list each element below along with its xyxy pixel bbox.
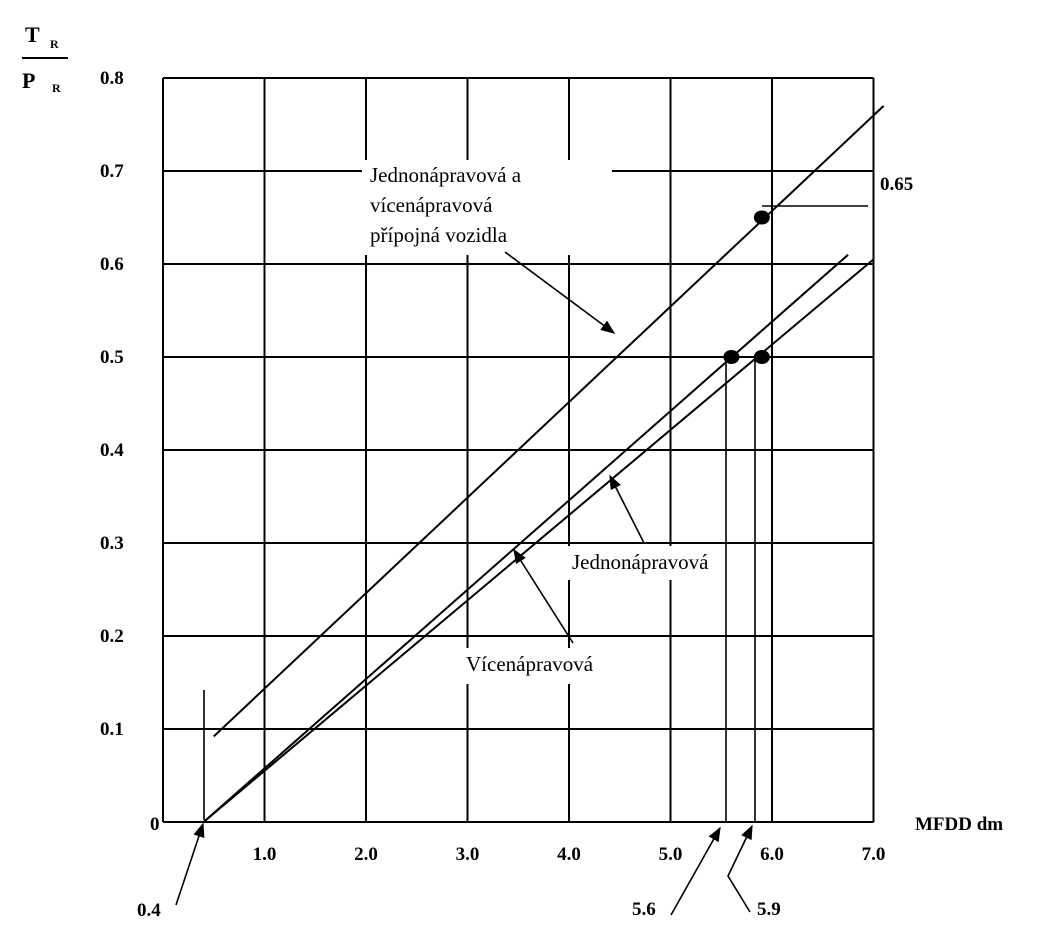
annotation-065-label: 0.65 [880, 174, 913, 195]
y-tick-label: 0.8 [100, 68, 124, 89]
x-axis-label: MFDD dm [915, 814, 1003, 835]
y-tick-label: 0.6 [100, 254, 124, 275]
annotation-trailers-bg [362, 160, 612, 255]
y-label-top: T [25, 22, 40, 47]
y-tick-label: 0.3 [100, 533, 124, 554]
series-line-1 [213, 105, 885, 738]
data-markers [723, 210, 770, 364]
y-axis-label: T R P R [22, 22, 68, 95]
annotation-single-axle-label: Jednonápravová [572, 550, 709, 574]
y-tick-label: 0.1 [100, 719, 124, 740]
series-line-2 [202, 253, 849, 823]
x-tick-label: 4.0 [557, 844, 581, 865]
annotation-x-56-59: 5.6 5.9 [632, 358, 781, 920]
annotation-x-04: 0.4 [137, 690, 205, 921]
x-tick-label: 6.0 [760, 844, 784, 865]
series-line-3 [202, 258, 875, 823]
annotation-multi-axle-arrow [513, 548, 574, 644]
origin-label: 0 [150, 814, 160, 835]
annotation-x-04-label: 0.4 [137, 900, 161, 921]
tick-labels: 1.0 2.0 3.0 4.0 5.0 6.0 7.0 0.1 0.2 0.3 0.4 0.5 0.6 0… [100, 68, 885, 865]
x-tick-label: 2.0 [354, 844, 378, 865]
y-label-bottom: P [22, 68, 35, 93]
annotation-065: 0.65 [762, 174, 913, 207]
y-label-bottom-sub: R [52, 81, 61, 95]
annotation-x-59-arrow [727, 824, 753, 913]
annotation-trailers: Jednonápravová a vícenápravová přípojná … [362, 160, 616, 334]
annotation-multi-axle-bg [458, 648, 628, 684]
annotation-multi-axle-label: Vícenápravová [466, 652, 594, 676]
x-tick-label: 7.0 [862, 844, 886, 865]
annotation-single-axle: Jednonápravová [566, 474, 748, 580]
annotation-x-56-arrow [670, 826, 721, 916]
data-marker-2 [723, 350, 740, 364]
y-tick-label: 0.5 [100, 347, 124, 368]
annotation-x-59-label: 5.9 [757, 899, 781, 920]
annotation-trailers-line-1: Jednonápravová a [370, 163, 522, 187]
data-marker-3 [753, 350, 770, 364]
annotation-single-axle-arrow [609, 474, 645, 544]
annotation-single-axle-bg [566, 546, 748, 580]
x-tick-label: 3.0 [456, 844, 480, 865]
y-tick-label: 0.2 [100, 626, 124, 647]
annotation-x-56-label: 5.6 [632, 899, 656, 920]
annotation-x-04-arrow [175, 822, 205, 906]
x-tick-label: 1.0 [253, 844, 277, 865]
x-tick-label: 5.0 [659, 844, 683, 865]
annotation-multi-axle: Vícenápravová [458, 548, 628, 684]
y-tick-label: 0.7 [100, 161, 124, 182]
data-marker-1 [753, 210, 770, 225]
annotation-trailers-arrow [504, 251, 616, 334]
annotation-trailers-line-3: přípojná vozidla [370, 223, 508, 247]
y-tick-label: 0.4 [100, 440, 124, 461]
annotation-trailers-line-2: vícenápravová [370, 193, 493, 217]
y-label-top-sub: R [50, 37, 59, 51]
